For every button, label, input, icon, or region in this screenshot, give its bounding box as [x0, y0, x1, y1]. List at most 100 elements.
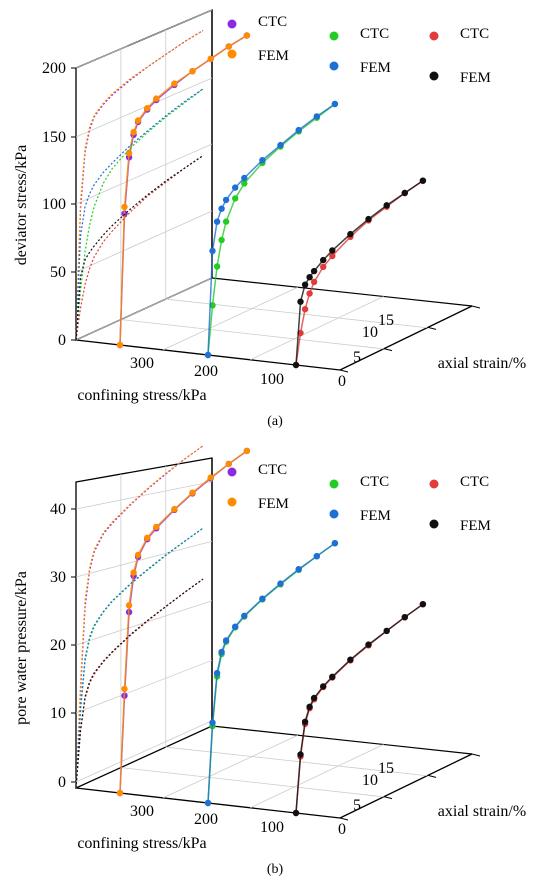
data-point	[121, 203, 128, 211]
caption-a: (a)	[267, 414, 283, 429]
data-point	[419, 177, 427, 184]
wall-grid-z	[75, 277, 213, 341]
data-point	[153, 523, 160, 531]
legend-label: FEM	[460, 70, 491, 86]
legend-marker	[329, 61, 339, 71]
z-tick-label: 200	[42, 60, 66, 77]
wall-projection	[75, 155, 204, 341]
data-point	[313, 113, 320, 120]
data-point	[207, 55, 214, 63]
y-tick	[471, 305, 481, 309]
data-point	[320, 683, 327, 690]
series-line	[207, 542, 336, 804]
wall-projection	[75, 88, 204, 341]
data-point	[207, 474, 214, 481]
series-line	[207, 103, 336, 356]
legend-label: CTC	[360, 474, 389, 490]
legend-marker	[227, 467, 237, 477]
floor-grid	[165, 298, 428, 329]
wall-projection	[75, 578, 204, 789]
series-line	[119, 34, 248, 346]
data-point	[310, 267, 318, 275]
data-point	[225, 43, 232, 50]
x-tick-label: 200	[194, 363, 218, 380]
data-point	[297, 298, 304, 305]
data-point	[225, 460, 232, 468]
data-point	[419, 601, 427, 608]
y-tick	[339, 369, 349, 373]
data-point	[213, 218, 221, 225]
series-line	[119, 450, 248, 794]
wall-projection	[75, 155, 204, 341]
series-line	[207, 103, 336, 356]
data-point	[213, 263, 221, 270]
z-tick-label: 0	[58, 332, 66, 349]
data-point	[189, 68, 196, 75]
data-point	[259, 595, 266, 602]
wall-grid-z	[75, 143, 213, 205]
data-point	[209, 719, 216, 726]
data-point	[347, 230, 354, 238]
legend-marker	[329, 31, 339, 41]
data-point	[310, 278, 318, 286]
wall-projection	[75, 30, 204, 341]
data-point	[171, 80, 178, 87]
legend-label: CTC	[460, 474, 489, 490]
wall-projection	[75, 445, 204, 789]
legend-marker	[227, 49, 237, 59]
legend-marker	[329, 479, 339, 489]
data-point	[306, 703, 313, 710]
data-point	[313, 553, 320, 560]
data-point	[241, 612, 248, 619]
data-point	[331, 100, 339, 108]
y-tick	[383, 796, 393, 800]
data-point	[297, 751, 304, 758]
x-tick-label: 300	[130, 355, 154, 372]
wall-grid-z	[75, 481, 213, 510]
legend-label: FEM	[360, 60, 391, 76]
data-point	[306, 274, 313, 281]
y-tick-label: 0	[338, 373, 346, 390]
legend-label: FEM	[258, 496, 289, 512]
y-tick-label: 0	[338, 821, 346, 838]
wall-projection	[75, 445, 204, 789]
wall-grid-z	[75, 659, 213, 714]
floor-right-edge	[339, 753, 473, 819]
data-point	[277, 141, 284, 149]
y-tick-label: 15	[378, 312, 394, 329]
legend-label: CTC	[360, 26, 389, 42]
z-tick-label: 50	[50, 264, 66, 281]
data-point	[365, 215, 372, 223]
z-tick-label: 150	[42, 129, 66, 146]
data-point	[292, 361, 300, 369]
data-point	[243, 32, 251, 39]
data-point	[232, 184, 239, 191]
series-line	[119, 34, 248, 346]
legend-label: FEM	[360, 508, 391, 524]
data-point	[134, 117, 142, 124]
x-axis-label: confining stress/kPa	[77, 835, 206, 852]
y-tick-label: 5	[353, 797, 361, 814]
data-point	[218, 205, 225, 212]
y-tick	[471, 753, 481, 757]
data-point	[295, 566, 302, 573]
x-axis-label: confining stress/kPa	[77, 387, 206, 404]
legend-label: CTC	[460, 26, 489, 42]
data-point	[189, 489, 196, 496]
legend-label: CTC	[258, 14, 287, 30]
data-point	[204, 799, 212, 807]
y-tick	[427, 774, 437, 778]
data-point	[144, 105, 151, 112]
floor-right-edge	[339, 305, 473, 371]
z-tick-label: 0	[58, 774, 66, 791]
x-tick-label: 300	[130, 803, 154, 820]
wall-grid-z	[75, 77, 213, 138]
data-point	[218, 648, 225, 656]
x-tick-label: 200	[194, 811, 218, 828]
data-point	[310, 694, 318, 702]
floor-grid	[120, 319, 384, 350]
legend-marker	[429, 479, 439, 489]
z-tick-label: 100	[42, 196, 66, 213]
x-tick-label: 100	[260, 371, 284, 388]
